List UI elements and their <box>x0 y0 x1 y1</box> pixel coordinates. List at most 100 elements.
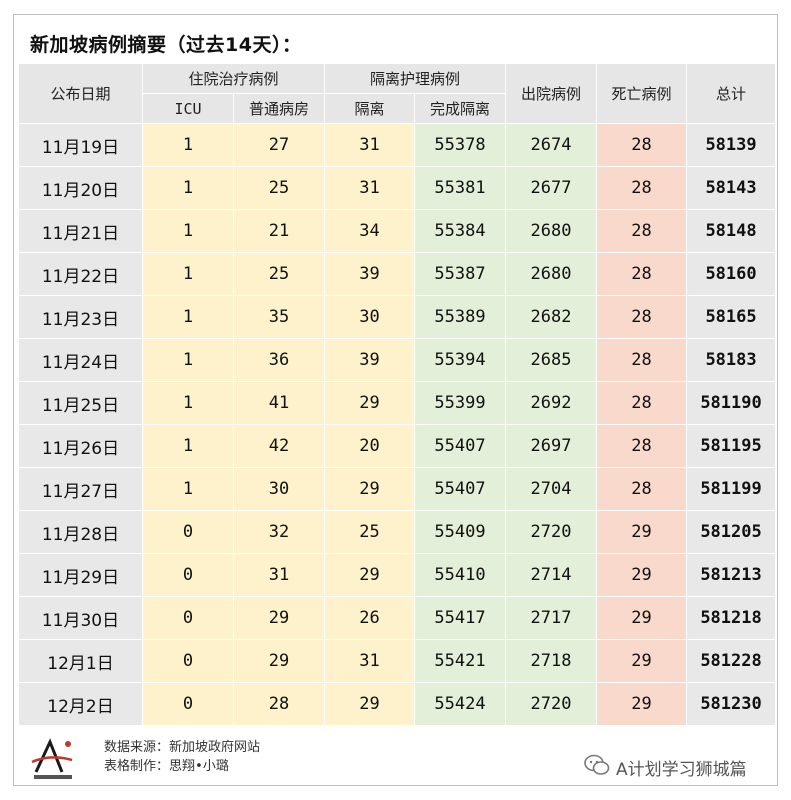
header-isolation: 隔离 <box>324 93 416 124</box>
table-row: 12月1日 0 29 31 55421 2718 29 581228 <box>18 639 777 683</box>
row-ward: 29 <box>232 596 326 640</box>
row-isolation: 31 <box>324 123 416 167</box>
row-date: 11月19日 <box>18 123 143 167</box>
row-discharged: 2720 <box>505 682 598 726</box>
row-discharged: 2685 <box>505 338 598 382</box>
row-deaths: 29 <box>596 553 688 597</box>
row-total: 581199 <box>686 467 777 511</box>
row-deaths: 29 <box>596 510 688 554</box>
row-ward: 35 <box>232 295 326 339</box>
row-icu: 1 <box>142 166 234 210</box>
row-completed: 55384 <box>414 209 507 253</box>
wechat-account: A计划学习狮城篇 <box>584 754 747 781</box>
row-isolation: 34 <box>324 209 416 253</box>
row-completed: 55387 <box>414 252 507 296</box>
row-deaths: 28 <box>596 252 688 296</box>
row-total: 58183 <box>686 338 777 382</box>
row-icu: 0 <box>142 510 234 554</box>
row-icu: 1 <box>142 381 234 425</box>
row-isolation: 39 <box>324 252 416 296</box>
row-icu: 1 <box>142 209 234 253</box>
row-date: 11月25日 <box>18 381 143 425</box>
row-discharged: 2680 <box>505 252 598 296</box>
row-ward: 41 <box>232 381 326 425</box>
table-row: 11月19日 1 27 31 55378 2674 28 58139 <box>18 123 777 167</box>
header-total: 总计 <box>686 63 777 124</box>
row-date: 11月30日 <box>18 596 143 640</box>
row-isolation: 25 <box>324 510 416 554</box>
row-date: 11月28日 <box>18 510 143 554</box>
page-title: 新加坡病例摘要（过去14天）： <box>30 34 302 56</box>
row-total: 581213 <box>686 553 777 597</box>
wechat-icon <box>584 754 610 781</box>
row-isolation: 39 <box>324 338 416 382</box>
row-isolation: 20 <box>324 424 416 468</box>
row-completed: 55417 <box>414 596 507 640</box>
row-ward: 30 <box>232 467 326 511</box>
row-ward: 28 <box>232 682 326 726</box>
row-date: 11月22日 <box>18 252 143 296</box>
row-date: 11月21日 <box>18 209 143 253</box>
wechat-account-name: A计划学习狮城篇 <box>616 760 747 780</box>
row-ward: 29 <box>232 639 326 683</box>
row-discharged: 2714 <box>505 553 598 597</box>
row-completed: 55407 <box>414 424 507 468</box>
row-icu: 0 <box>142 682 234 726</box>
row-ward: 27 <box>232 123 326 167</box>
row-ward: 31 <box>232 553 326 597</box>
row-ward: 25 <box>232 166 326 210</box>
row-deaths: 28 <box>596 209 688 253</box>
row-total: 581190 <box>686 381 777 425</box>
footer-notes: 数据来源：新加坡政府网站 表格制作：思翔•小璐 <box>104 738 260 776</box>
row-total: 58165 <box>686 295 777 339</box>
row-date: 12月2日 <box>18 682 143 726</box>
row-icu: 1 <box>142 123 234 167</box>
row-date: 11月24日 <box>18 338 143 382</box>
row-completed: 55378 <box>414 123 507 167</box>
row-isolation: 26 <box>324 596 416 640</box>
table-row: 11月21日 1 21 34 55384 2680 28 58148 <box>18 209 777 253</box>
header-discharged: 出院病例 <box>505 63 598 124</box>
row-ward: 25 <box>232 252 326 296</box>
row-total: 581205 <box>686 510 777 554</box>
row-deaths: 28 <box>596 338 688 382</box>
row-discharged: 2674 <box>505 123 598 167</box>
row-icu: 1 <box>142 295 234 339</box>
a-plan-logo-icon <box>28 736 78 782</box>
row-discharged: 2697 <box>505 424 598 468</box>
source-note: 数据来源：新加坡政府网站 <box>104 740 261 755</box>
row-deaths: 28 <box>596 467 688 511</box>
row-completed: 55424 <box>414 682 507 726</box>
header-isolation-group: 隔离护理病例 <box>324 63 507 94</box>
table-row: 11月27日 1 30 29 55407 2704 28 581199 <box>18 467 777 511</box>
row-deaths: 28 <box>596 381 688 425</box>
row-total: 581230 <box>686 682 777 726</box>
row-icu: 1 <box>142 467 234 511</box>
row-discharged: 2720 <box>505 510 598 554</box>
row-ward: 32 <box>232 510 326 554</box>
row-date: 11月29日 <box>18 553 143 597</box>
row-date: 11月20日 <box>18 166 143 210</box>
row-completed: 55421 <box>414 639 507 683</box>
header-date: 公布日期 <box>18 63 143 124</box>
row-discharged: 2692 <box>505 381 598 425</box>
row-total: 581195 <box>686 424 777 468</box>
header-completed: 完成隔离 <box>414 93 507 124</box>
row-icu: 1 <box>142 252 234 296</box>
row-isolation: 29 <box>324 467 416 511</box>
row-isolation: 29 <box>324 682 416 726</box>
table-row: 11月30日 0 29 26 55417 2717 29 581218 <box>18 596 777 640</box>
table-row: 11月28日 0 32 25 55409 2720 29 581205 <box>18 510 777 554</box>
row-discharged: 2680 <box>505 209 598 253</box>
row-icu: 0 <box>142 553 234 597</box>
row-isolation: 29 <box>324 381 416 425</box>
row-completed: 55389 <box>414 295 507 339</box>
row-date: 12月1日 <box>18 639 143 683</box>
row-isolation: 31 <box>324 166 416 210</box>
row-ward: 21 <box>232 209 326 253</box>
row-icu: 1 <box>142 424 234 468</box>
case-summary-table: 公布日期 住院治疗病例 隔离护理病例 出院病例 死亡病例 总计 ICU 普通病房… <box>18 63 777 726</box>
table-row: 11月22日 1 25 39 55387 2680 28 58160 <box>18 252 777 296</box>
table-body: 11月19日 1 27 31 55378 2674 28 58139 11月20日 1 25 31 55… <box>18 123 777 726</box>
row-total: 58139 <box>686 123 777 167</box>
